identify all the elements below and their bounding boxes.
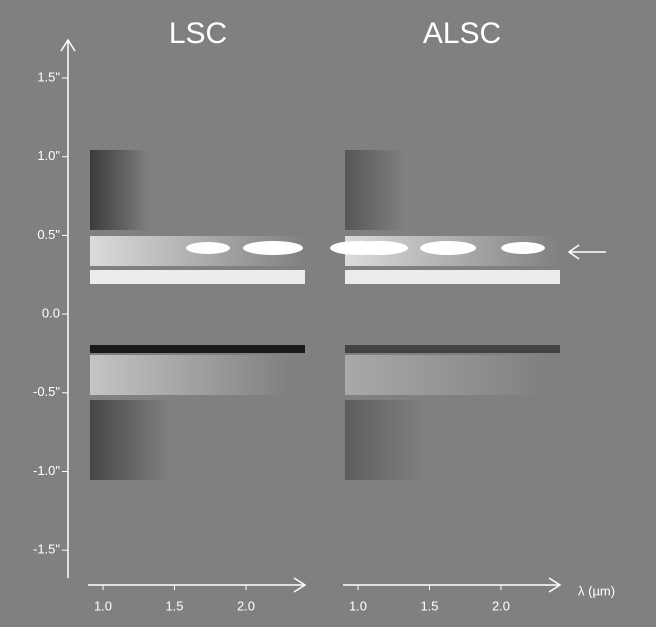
x-axis-label: λ (µm) (578, 583, 615, 598)
pointer-arrowhead (567, 244, 580, 260)
image-band (90, 355, 290, 395)
y-arrowhead (60, 38, 76, 52)
y-tick-label: 1.5" (37, 69, 60, 84)
y-tick-label: 0.5" (37, 227, 60, 242)
x-tick-label: 1.0 (94, 598, 112, 613)
image-band (348, 241, 408, 255)
y-tick-label: 0.0 (42, 306, 60, 321)
x-tick-label: 2.0 (237, 598, 255, 613)
x-tick-label: 1.5 (420, 598, 438, 613)
x-arrowhead (548, 577, 562, 593)
panel-title: LSC (169, 17, 227, 50)
y-tick-label: -1.0" (33, 463, 60, 478)
x-tick-label: 1.5 (165, 598, 183, 613)
image-band (90, 270, 305, 284)
x-arrowhead (293, 577, 307, 593)
image-band (501, 242, 545, 254)
image-band (243, 241, 303, 255)
y-tick-label: -0.5" (33, 384, 60, 399)
image-band (90, 400, 170, 480)
image-band (345, 270, 560, 284)
image-band (90, 345, 305, 353)
y-tick-label: 1.0" (37, 148, 60, 163)
x-tick-label: 2.0 (492, 598, 510, 613)
x-tick-label: 1.0 (349, 598, 367, 613)
image-band (90, 150, 150, 230)
image-band (345, 150, 405, 230)
image-band (420, 241, 476, 255)
image-band (345, 400, 425, 480)
image-band (345, 355, 545, 395)
image-band (345, 345, 560, 353)
y-tick-label: -1.5" (33, 542, 60, 557)
spectral-images (90, 150, 560, 480)
image-band (186, 242, 230, 254)
panel-title: ALSC (423, 17, 501, 50)
